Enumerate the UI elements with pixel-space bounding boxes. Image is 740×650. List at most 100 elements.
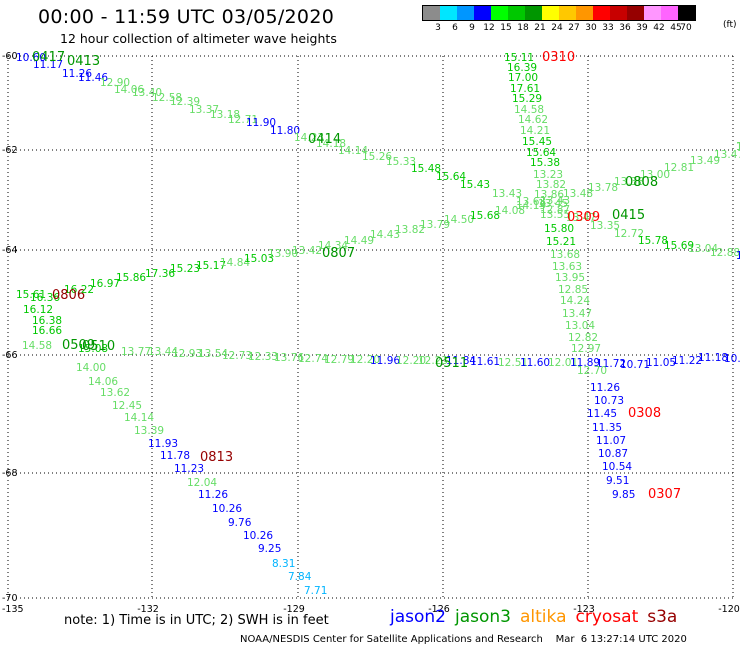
wave-height-label: 15.17	[196, 260, 226, 272]
satellite-legend: jason2 jason3 altika cryosat s3a	[390, 607, 686, 627]
wave-height-label: 12.72	[614, 228, 644, 240]
wave-height-label: 15.23	[170, 263, 200, 275]
wave-height-label: 14.23	[294, 132, 324, 144]
legend-item-s3a: s3a	[647, 607, 678, 627]
map-axis-labels: -135 -132 -129 -126 -123 -120 -60 -62 -64 -66 -68 -…	[2, 51, 740, 615]
wave-height-label: 13.63	[516, 196, 546, 208]
color-scale-label: 21	[534, 23, 546, 33]
wave-height-label: 13.04	[565, 320, 595, 332]
altimeter-tracks: 10.6011.1711.2611.4612.9014.0613.4012.58…	[16, 50, 740, 597]
footer-credit: NOAA/NESDIS Center for Satellite Applica…	[240, 634, 687, 645]
wave-height-label: 10.73	[594, 395, 624, 407]
wave-height-label: 13.95	[555, 272, 585, 284]
color-scale-label: 30	[585, 23, 597, 33]
wave-height-label: 15.78	[638, 235, 668, 247]
wave-height-label: 11.61	[470, 356, 500, 368]
latitude-tick: -66	[2, 350, 18, 361]
pass-time-label: 0413	[67, 54, 100, 69]
wave-height-label: 14.19	[516, 200, 546, 212]
pass-time-label: 0307	[648, 487, 681, 502]
wave-height-label: 13.43	[492, 188, 522, 200]
wave-height-label: 15.69	[664, 240, 694, 252]
wave-height-label: 12.81	[664, 162, 694, 174]
wave-height-label: 13.32	[736, 141, 740, 153]
wave-height-label: 16.22	[64, 284, 94, 296]
color-scale-swatch	[678, 6, 695, 20]
color-scale-labels: 3 6 9 12 15 18 21 24 27 30 33 36 39 42 45 70	[422, 21, 696, 35]
wave-height-label: 12.23	[418, 355, 448, 367]
color-scale-swatch	[627, 6, 644, 20]
pass-time-label: 0509	[62, 338, 95, 353]
wave-height-label: 13.82	[395, 224, 425, 236]
color-scale-label: 39	[636, 23, 648, 33]
wave-height-label: 9.51	[606, 475, 629, 487]
wave-height-label: 15.68	[470, 210, 500, 222]
altimeter-track: 10.6011.1711.2611.4612.9014.0613.4012.58…	[16, 50, 740, 262]
legend-item-jason3: jason3	[455, 607, 511, 627]
wave-height-label: 13.38	[614, 176, 644, 188]
wave-height-label: 12.58	[152, 92, 182, 104]
wave-height-label: 11.89	[570, 357, 600, 369]
wave-height-label: 10.26	[243, 530, 273, 542]
wave-height-label: 13.82	[536, 179, 566, 191]
wave-height-label: 14.49	[344, 235, 374, 247]
wave-height-label: 13.63	[552, 261, 582, 273]
wave-height-label: 11.35	[592, 422, 622, 434]
pass-time-label: 0511	[435, 356, 468, 371]
wave-height-label: 11.18	[698, 352, 728, 364]
wave-height-label: 10.54	[602, 461, 632, 473]
wave-height-label: 14.62	[518, 114, 548, 126]
wave-height-label: 12.73	[222, 350, 252, 362]
wave-height-label: 13.86	[534, 189, 564, 201]
wave-height-label: 7.71	[304, 585, 327, 597]
wave-height-label: 13.48	[563, 188, 593, 200]
wave-height-label: 12.33	[248, 351, 278, 363]
color-scale-label: 9	[469, 23, 475, 33]
color-scale-label: 24	[551, 23, 563, 33]
wave-height-label: 11.17	[33, 59, 63, 71]
wave-height-label: 17.36	[145, 268, 175, 280]
wave-height-label: 12.79	[324, 354, 354, 366]
wave-height-label: 11.07	[596, 435, 626, 447]
map-grid	[7, 55, 734, 599]
wave-height-label: 13.18	[210, 109, 240, 121]
wave-height-label: 12.93	[172, 348, 202, 360]
wave-height-label: 13.79	[420, 219, 450, 231]
wave-height-label: 9.85	[612, 489, 635, 501]
color-scale-swatch	[559, 6, 576, 20]
color-scale-label: 36	[619, 23, 631, 33]
wave-height-label: 11.93	[148, 438, 178, 450]
wave-height-label: 11.84	[446, 355, 476, 367]
wave-height-label: 14.14	[124, 412, 154, 424]
wave-height-label: 14.84	[220, 257, 250, 269]
wave-height-label: 13.04	[688, 243, 718, 255]
wave-height-label: 11.	[736, 250, 740, 262]
wave-height-label: 14.58	[22, 340, 52, 352]
longitude-tick: -120	[718, 604, 740, 615]
wave-height-label: 11.90	[246, 117, 276, 129]
legend-item-jason2: jason2	[390, 607, 446, 627]
wave-height-label: 13.42	[292, 245, 322, 257]
wave-height-label: 13.00	[640, 169, 670, 181]
pass-time-label: 0510	[82, 339, 115, 354]
wave-height-label: 14.21	[520, 125, 550, 137]
pass-time-label: 0414	[308, 132, 341, 147]
wave-height-label: 13.45	[538, 198, 568, 210]
color-scale-swatch	[610, 6, 627, 20]
wave-height-label: 15.08	[78, 343, 108, 355]
pass-time-label: 0813	[200, 450, 233, 465]
wave-height-label: 10.60	[16, 52, 46, 64]
wave-height-label: 16.12	[23, 304, 53, 316]
wave-height-label: 12.90	[100, 77, 130, 89]
longitude-tick: -126	[428, 604, 450, 615]
wave-height-label: 12.88	[710, 247, 740, 259]
wave-height-label: 9.76	[228, 517, 252, 529]
map-subtitle: 12 hour collection of altimeter wave hei…	[60, 31, 337, 46]
wave-height-label: 9.25	[258, 543, 281, 555]
wave-height-label: 12.20	[350, 354, 380, 366]
pass-time-label: 0310	[542, 50, 575, 65]
wave-height-label: 10.26	[212, 503, 242, 515]
pass-time-label: 0308	[628, 406, 661, 421]
wave-height-label: 11.80	[270, 125, 300, 137]
